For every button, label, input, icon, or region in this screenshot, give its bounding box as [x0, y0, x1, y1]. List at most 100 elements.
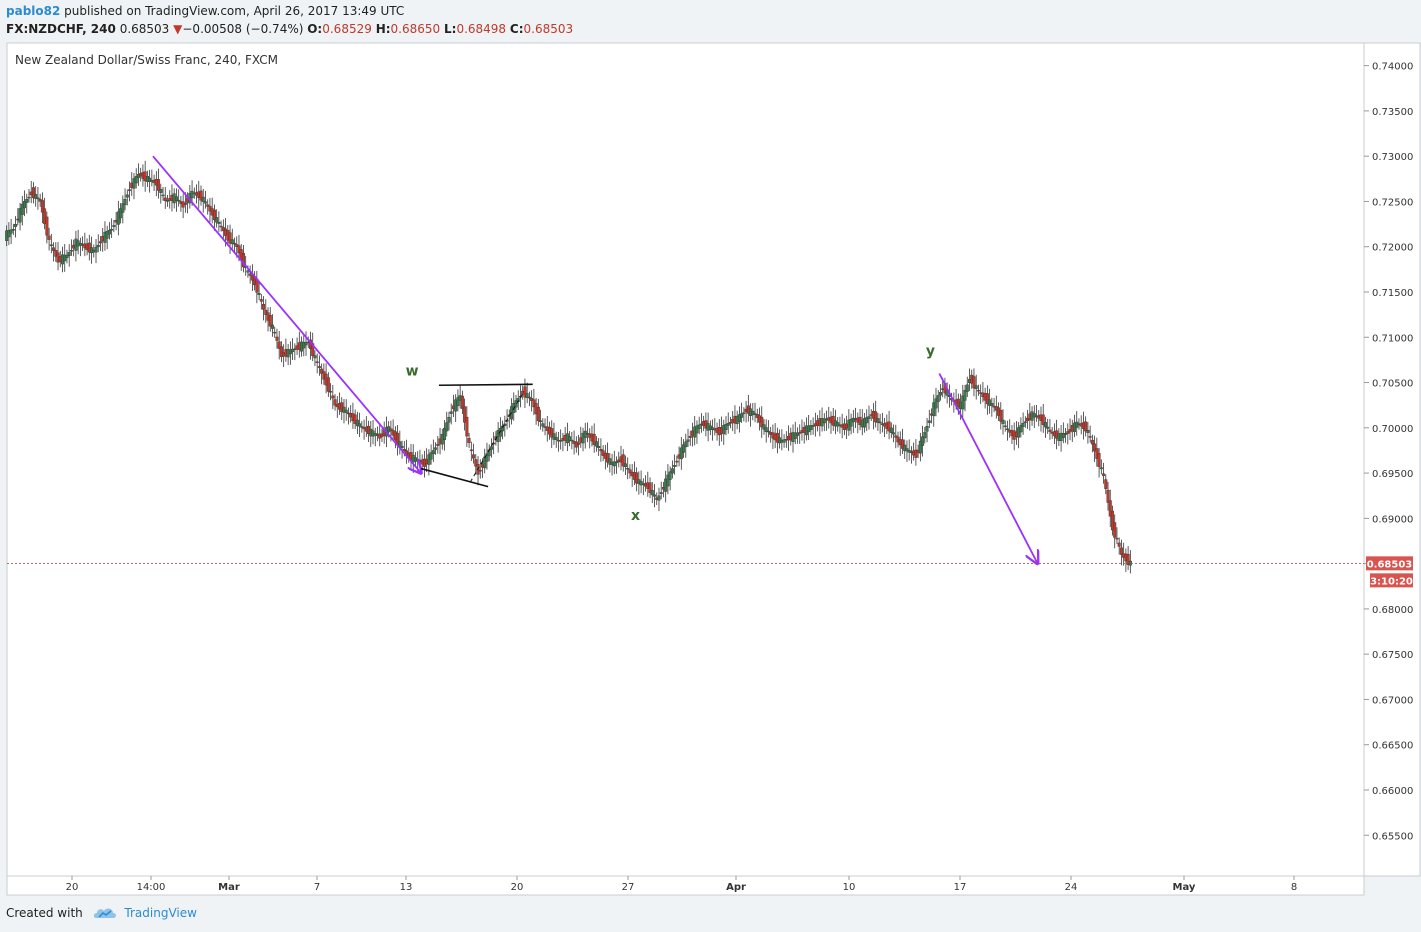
candle-up: [514, 400, 518, 408]
candle-down: [273, 331, 277, 334]
candle-down: [760, 416, 764, 428]
triangle-lower-line[interactable]: [420, 467, 489, 488]
candle-down: [275, 336, 279, 341]
x-tick-label: 7: [314, 882, 320, 893]
candle-up: [489, 446, 493, 450]
candle-up: [27, 196, 31, 199]
candle-up: [657, 495, 661, 501]
candle-down: [1041, 414, 1045, 425]
candle-up: [612, 461, 616, 467]
candle-down: [900, 439, 904, 449]
candle-up: [1043, 422, 1047, 428]
candle-down: [1104, 479, 1108, 489]
candle-up: [552, 433, 556, 440]
candle-down: [333, 399, 337, 406]
time-axis[interactable]: [6, 875, 1365, 896]
candle-up: [1032, 413, 1036, 418]
triangle-upper-line[interactable]: [438, 383, 533, 387]
low-label: L:: [443, 22, 457, 36]
candle-down: [592, 434, 596, 445]
wave-dashed-line[interactable]: [469, 391, 525, 483]
x-tick-label: 17: [954, 882, 967, 893]
candle-up: [233, 242, 237, 245]
candle-up: [230, 239, 234, 245]
candle-down: [331, 395, 335, 399]
change-down-icon: ▼: [173, 22, 183, 36]
candle-up: [165, 200, 169, 202]
candle-up: [1021, 423, 1025, 427]
candle-down: [1066, 431, 1070, 434]
candle-down: [163, 197, 167, 201]
x-tick-label: 24: [1065, 882, 1078, 893]
author-link[interactable]: pablo82: [6, 4, 61, 18]
price-change: −0.00508 (−0.74%): [182, 22, 304, 36]
candle-down: [463, 406, 467, 423]
candle-down: [219, 225, 223, 228]
candle-up: [304, 342, 308, 346]
candle-down: [914, 449, 918, 458]
countdown-tag: [1370, 573, 1413, 588]
candle-up: [1046, 426, 1050, 429]
candle-up: [1023, 421, 1027, 423]
candle-up: [1003, 425, 1007, 428]
candle-up: [541, 423, 545, 427]
candle-down: [1110, 510, 1114, 531]
candle-up: [443, 427, 447, 440]
candle-up: [174, 196, 178, 202]
x-tick-label: May: [1173, 882, 1196, 893]
candle-up: [686, 439, 690, 442]
candle-up: [751, 410, 755, 416]
candle-up: [903, 444, 907, 452]
candle-down: [887, 421, 891, 432]
candle-down: [798, 432, 802, 434]
candle-up: [398, 441, 402, 447]
candle-up: [907, 450, 911, 453]
candle-up: [429, 452, 433, 460]
candle-up: [539, 420, 543, 422]
tradingview-cloud-icon[interactable]: [93, 906, 117, 923]
candle-down: [52, 247, 56, 251]
plot-area: [6, 42, 1365, 877]
candle-up: [726, 423, 730, 426]
candle-down: [279, 346, 283, 357]
candle-up: [427, 454, 431, 465]
candle-up: [889, 427, 893, 433]
x-tick-label: Mar: [218, 882, 240, 893]
candle-down: [45, 216, 49, 236]
candle-down: [228, 232, 232, 244]
y-tick-label: 0.69500: [1372, 469, 1413, 480]
candle-down: [1093, 443, 1097, 452]
candle-up: [918, 440, 922, 454]
y-tick-label: 0.71000: [1372, 333, 1413, 344]
trend-arrow[interactable]: [152, 155, 421, 473]
candle-up: [23, 201, 27, 209]
price-axis[interactable]: [1363, 42, 1421, 877]
candle-down: [268, 315, 272, 327]
candle-up: [527, 396, 531, 399]
y-tick-label: 0.70500: [1372, 379, 1413, 390]
candle-up: [498, 427, 502, 437]
candle-up: [11, 229, 15, 231]
candle-up: [132, 178, 136, 189]
candle-up: [49, 244, 53, 246]
candle-up: [865, 417, 869, 424]
candle-down: [894, 435, 898, 438]
candle-down: [47, 235, 51, 240]
candle-up: [936, 395, 940, 402]
candle-up: [990, 403, 994, 407]
candle-up: [112, 225, 116, 227]
trend-arrow[interactable]: [938, 373, 1037, 563]
candle-down: [577, 442, 581, 445]
x-tick-label: 14:00: [137, 882, 166, 893]
candle-up: [836, 422, 840, 427]
wave-label-y: y: [926, 343, 935, 359]
candle-up: [1086, 430, 1090, 433]
candle-down: [1048, 429, 1052, 432]
candle-up: [650, 489, 654, 496]
tradingview-link[interactable]: TradingView: [124, 906, 197, 920]
candle-up: [597, 446, 601, 448]
candle-down: [675, 460, 679, 463]
candle-up: [932, 402, 936, 417]
publish-info: pablo82 published on TradingView.com, Ap…: [6, 4, 404, 18]
